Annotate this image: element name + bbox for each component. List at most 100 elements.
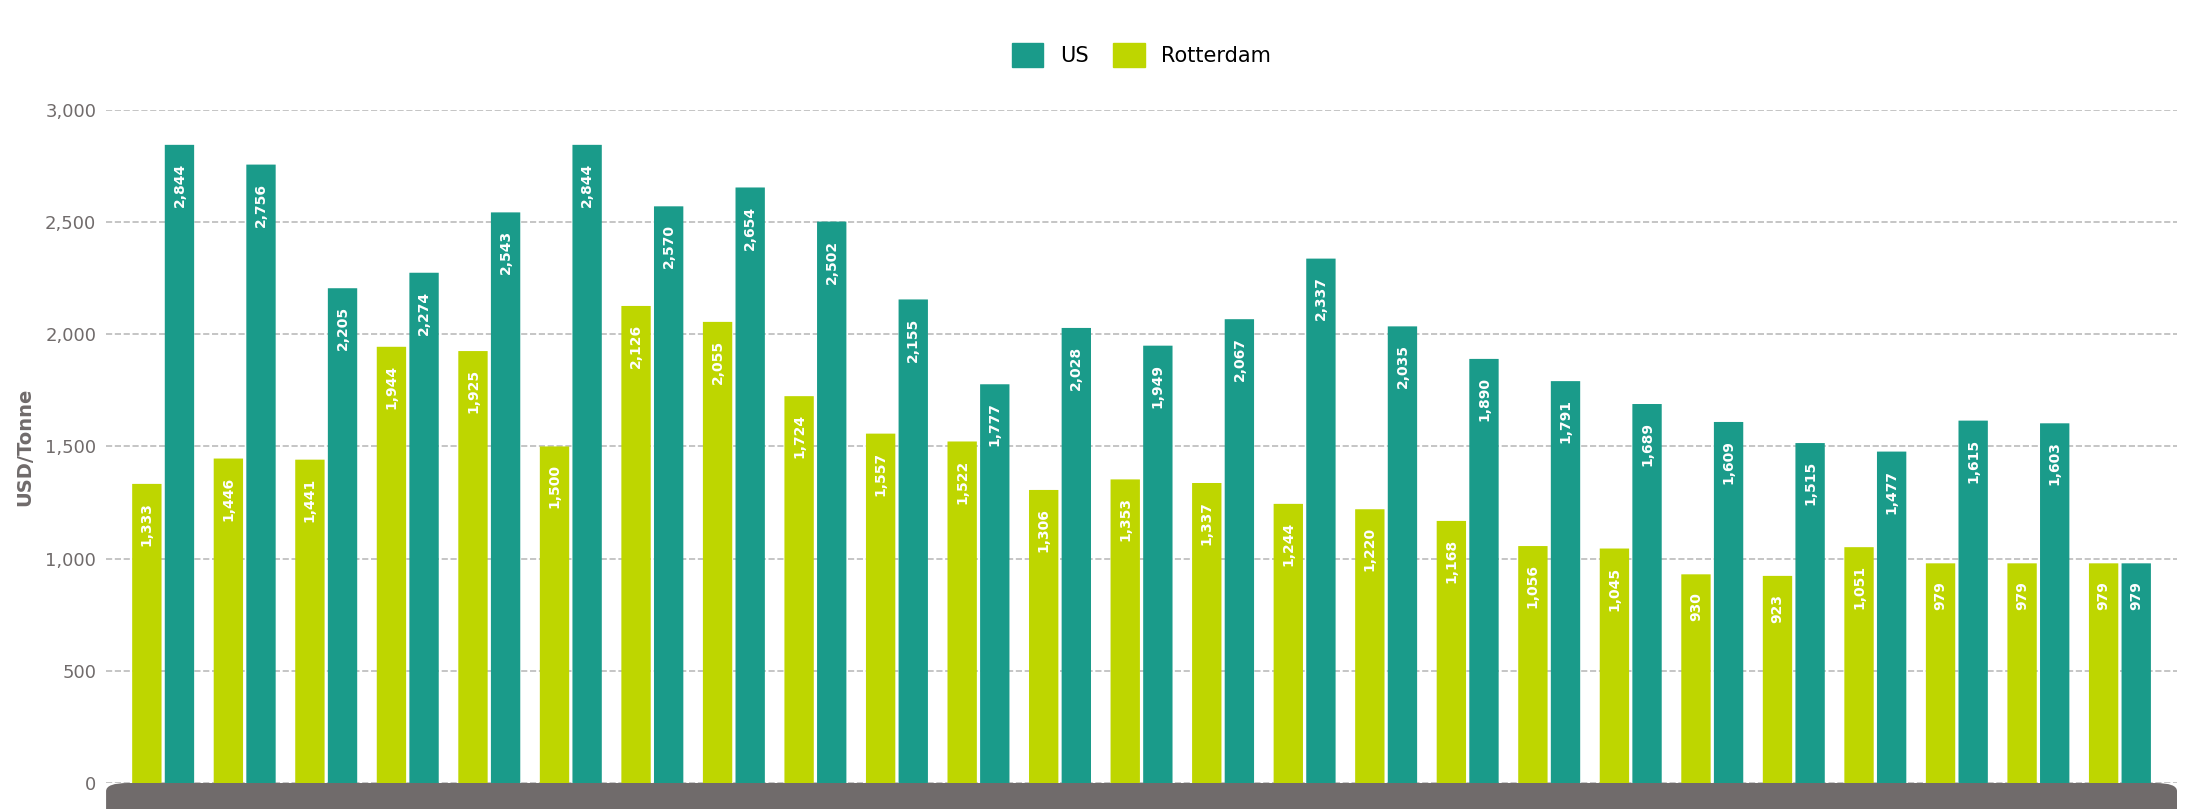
Text: 1,949: 1,949 [1151, 363, 1164, 408]
Text: 1,791: 1,791 [1559, 399, 1572, 443]
Text: 1,477: 1,477 [1885, 469, 1898, 514]
FancyBboxPatch shape [1843, 547, 1874, 783]
FancyBboxPatch shape [539, 447, 570, 783]
Text: 1,615: 1,615 [1966, 438, 1979, 483]
FancyBboxPatch shape [1600, 549, 1629, 783]
FancyBboxPatch shape [1144, 345, 1173, 783]
Text: 923: 923 [1771, 594, 1784, 623]
FancyBboxPatch shape [1355, 509, 1385, 783]
Text: 1,244: 1,244 [1282, 522, 1295, 566]
FancyBboxPatch shape [866, 434, 894, 783]
FancyBboxPatch shape [1681, 574, 1710, 783]
Y-axis label: USD/Tonne: USD/Tonne [15, 388, 35, 506]
FancyBboxPatch shape [132, 484, 162, 783]
FancyBboxPatch shape [213, 459, 243, 783]
Text: 930: 930 [1690, 592, 1703, 621]
FancyBboxPatch shape [1550, 381, 1580, 783]
Text: 2,055: 2,055 [710, 340, 726, 384]
Text: 979: 979 [2014, 582, 2030, 610]
Text: 979: 979 [2096, 582, 2111, 610]
FancyBboxPatch shape [947, 442, 978, 783]
FancyBboxPatch shape [1927, 563, 1955, 783]
Text: 2,274: 2,274 [416, 290, 432, 335]
Text: 1,777: 1,777 [989, 402, 1002, 446]
Text: 1,724: 1,724 [791, 414, 807, 458]
Text: 1,944: 1,944 [384, 365, 399, 409]
Text: 2,155: 2,155 [905, 317, 921, 362]
Text: 2,205: 2,205 [335, 306, 349, 350]
Text: 2,844: 2,844 [581, 163, 594, 207]
Legend: US, Rotterdam: US, Rotterdam [1002, 32, 1282, 78]
Text: 2,654: 2,654 [743, 205, 756, 249]
Text: 979: 979 [1933, 582, 1946, 610]
FancyBboxPatch shape [1388, 326, 1416, 783]
Text: 979: 979 [2128, 582, 2144, 610]
Text: 1,306: 1,306 [1037, 508, 1050, 552]
FancyBboxPatch shape [246, 164, 276, 783]
FancyBboxPatch shape [410, 273, 438, 783]
Text: 1,353: 1,353 [1118, 498, 1133, 541]
Text: 1,051: 1,051 [1852, 565, 1865, 609]
Text: 1,168: 1,168 [1445, 539, 1458, 583]
Text: 1,890: 1,890 [1477, 377, 1491, 421]
Text: 1,045: 1,045 [1607, 566, 1622, 611]
FancyBboxPatch shape [620, 306, 651, 783]
FancyBboxPatch shape [2041, 423, 2069, 783]
Text: 2,028: 2,028 [1070, 346, 1083, 390]
Text: 1,500: 1,500 [548, 464, 561, 508]
Text: 1,609: 1,609 [1721, 440, 1736, 484]
Text: 2,035: 2,035 [1396, 345, 1409, 388]
Text: 1,333: 1,333 [140, 502, 153, 546]
FancyBboxPatch shape [653, 206, 684, 783]
Text: 2,756: 2,756 [254, 183, 267, 227]
FancyBboxPatch shape [1957, 421, 1988, 783]
FancyBboxPatch shape [164, 145, 195, 783]
Text: 2,570: 2,570 [662, 224, 675, 269]
Text: 1,441: 1,441 [302, 477, 318, 522]
FancyBboxPatch shape [1111, 480, 1140, 783]
Text: 1,557: 1,557 [875, 451, 888, 496]
Text: 2,543: 2,543 [498, 231, 513, 274]
FancyBboxPatch shape [296, 460, 324, 783]
Text: 1,522: 1,522 [956, 460, 969, 504]
Text: 1,056: 1,056 [1526, 564, 1541, 608]
FancyBboxPatch shape [980, 384, 1011, 783]
Text: 1,515: 1,515 [1804, 461, 1817, 506]
FancyBboxPatch shape [1519, 546, 1548, 783]
FancyBboxPatch shape [704, 322, 732, 783]
Text: 1,337: 1,337 [1199, 501, 1214, 544]
Text: 2,502: 2,502 [824, 239, 840, 284]
FancyBboxPatch shape [1192, 483, 1221, 783]
FancyBboxPatch shape [2122, 563, 2150, 783]
FancyBboxPatch shape [2008, 563, 2036, 783]
FancyBboxPatch shape [1633, 404, 1662, 783]
FancyBboxPatch shape [899, 299, 927, 783]
FancyBboxPatch shape [2089, 563, 2117, 783]
FancyBboxPatch shape [818, 222, 846, 783]
FancyBboxPatch shape [1762, 576, 1793, 783]
FancyBboxPatch shape [1028, 490, 1059, 783]
FancyBboxPatch shape [1714, 422, 1743, 783]
FancyBboxPatch shape [785, 396, 813, 783]
FancyBboxPatch shape [1469, 359, 1499, 783]
Text: 1,446: 1,446 [221, 477, 235, 521]
FancyBboxPatch shape [491, 213, 520, 783]
Text: 1,603: 1,603 [2047, 441, 2063, 485]
FancyBboxPatch shape [329, 288, 357, 783]
FancyBboxPatch shape [1061, 328, 1092, 783]
FancyBboxPatch shape [377, 347, 406, 783]
FancyBboxPatch shape [572, 145, 603, 783]
Text: 2,337: 2,337 [1313, 277, 1328, 320]
Text: 1,220: 1,220 [1363, 527, 1377, 571]
Text: 2,844: 2,844 [173, 163, 186, 207]
FancyBboxPatch shape [1274, 504, 1302, 783]
FancyBboxPatch shape [1795, 443, 1824, 783]
Text: 2,126: 2,126 [629, 324, 642, 368]
FancyBboxPatch shape [1876, 451, 1907, 783]
FancyBboxPatch shape [1436, 521, 1466, 783]
Text: 1,689: 1,689 [1640, 422, 1655, 466]
FancyBboxPatch shape [737, 188, 765, 783]
Text: 1,925: 1,925 [467, 369, 480, 413]
FancyBboxPatch shape [1225, 320, 1254, 783]
FancyBboxPatch shape [1306, 259, 1335, 783]
